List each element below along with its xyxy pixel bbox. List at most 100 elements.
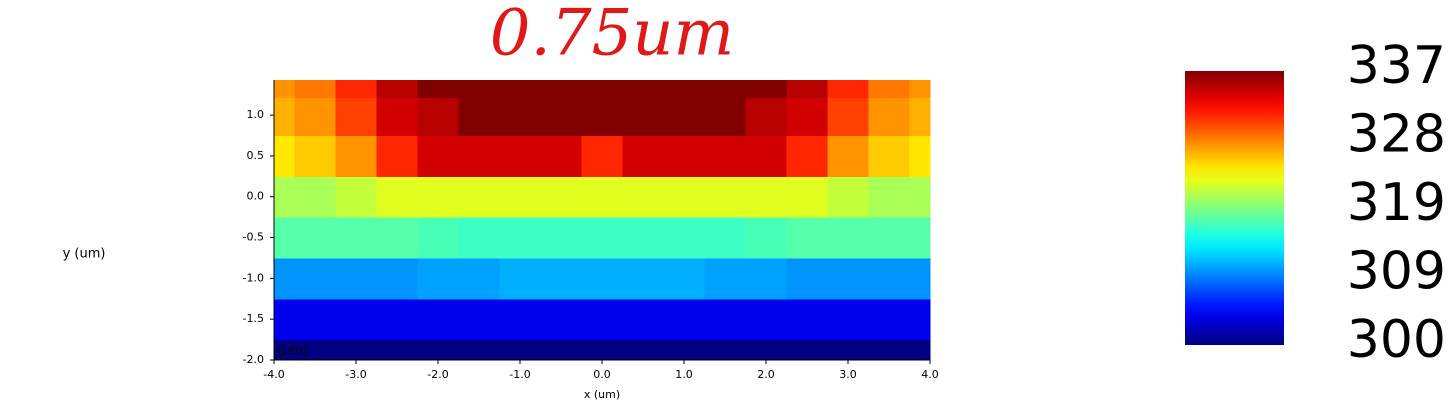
heat-cell: [335, 97, 377, 137]
heat-cell: [274, 97, 295, 137]
heat-cell: [335, 135, 377, 177]
heat-cell: [745, 97, 787, 137]
heat-cell: [827, 257, 869, 300]
heat-cell: [663, 217, 705, 259]
heat-cell: [540, 217, 582, 259]
heat-cell: [335, 257, 377, 300]
heat-cell: [499, 339, 541, 361]
heat-cell: [622, 135, 664, 177]
heat-cell: [499, 217, 541, 259]
heat-cell: [417, 339, 459, 361]
heat-cell: [704, 339, 746, 361]
y-tick-label: -1.0: [243, 271, 264, 284]
heat-cell: [909, 176, 931, 218]
heat-cell: [868, 339, 910, 361]
heat-cell: [540, 97, 582, 137]
heat-cell: [376, 339, 418, 361]
heat-cell: [417, 135, 459, 177]
heat-cell: [274, 80, 295, 99]
heat-cell: [458, 339, 500, 361]
heat-cell: [786, 257, 828, 300]
heat-cell: [294, 97, 336, 137]
y-tick-label: 0.5: [247, 149, 265, 162]
heat-cell: [274, 298, 295, 341]
y-tick-label: -0.5: [243, 231, 264, 244]
heat-cell: [417, 298, 459, 341]
heat-cell: [663, 97, 705, 137]
heat-cell: [294, 176, 336, 218]
heat-cell: [540, 298, 582, 341]
y-tick-label: -1.5: [243, 312, 264, 325]
heat-cell: [704, 257, 746, 300]
heat-cell: [540, 339, 582, 361]
heat-cell: [704, 135, 746, 177]
heat-cell: [499, 135, 541, 177]
heat-cell: [909, 97, 931, 137]
heat-cell: [868, 80, 910, 99]
x-tick-label: -1.0: [509, 368, 530, 381]
heat-cell: [417, 217, 459, 259]
heat-cell: [663, 257, 705, 300]
heat-cell: [335, 339, 377, 361]
chart-title: 0.75um: [490, 0, 734, 71]
colorbar: [1185, 71, 1284, 345]
heat-cell: [376, 257, 418, 300]
heat-cell: [581, 97, 623, 137]
heat-cell: [581, 217, 623, 259]
heat-cell: [581, 339, 623, 361]
heat-cell: [786, 298, 828, 341]
heat-cell: [274, 257, 295, 300]
heat-cell: [540, 135, 582, 177]
colorbar-tick-label: 337: [1347, 36, 1446, 96]
heat-cell: [827, 217, 869, 259]
heat-cell: [868, 176, 910, 218]
heat-cell: [376, 135, 418, 177]
heat-cell: [868, 217, 910, 259]
heat-cell: [663, 176, 705, 218]
heat-cell: [704, 176, 746, 218]
heat-cell: [663, 298, 705, 341]
heat-cell: [540, 176, 582, 218]
heat-cell: [376, 176, 418, 218]
heat-cell: [499, 176, 541, 218]
heat-cell: [745, 298, 787, 341]
heat-cell: [274, 176, 295, 218]
heat-cell: [786, 339, 828, 361]
heat-cell: [274, 135, 295, 177]
heat-cell: [745, 339, 787, 361]
heat-cell: [704, 97, 746, 137]
heat-cell: [376, 97, 418, 137]
heat-cell: [376, 80, 418, 99]
x-tick-label: 3.0: [839, 368, 857, 381]
y-tick-label: -2.0: [243, 353, 264, 366]
heat-cell: [581, 257, 623, 300]
heat-cell: [294, 217, 336, 259]
heat-cell: [274, 217, 295, 259]
heat-cell: [294, 135, 336, 177]
heat-cell: [540, 257, 582, 300]
heat-cell: [622, 217, 664, 259]
heat-cell: [745, 176, 787, 218]
x-axis-label: x (um): [584, 388, 620, 401]
x-tick-label: 1.0: [675, 368, 693, 381]
heat-cell: [622, 339, 664, 361]
heat-cell: [335, 298, 377, 341]
heat-cell: [458, 135, 500, 177]
heat-cell: [663, 339, 705, 361]
heat-cell: [868, 135, 910, 177]
heat-cell: [827, 176, 869, 218]
heat-cell: [868, 257, 910, 300]
heat-cell: [417, 80, 459, 99]
heat-cell: [827, 339, 869, 361]
heat-cell: [704, 80, 746, 99]
heat-cell: [622, 80, 664, 99]
heat-cell: [335, 176, 377, 218]
heat-cell: [786, 217, 828, 259]
heat-cell: [458, 97, 500, 137]
heat-cell: [294, 339, 336, 361]
heat-cell: [581, 135, 623, 177]
heat-cell: [458, 80, 500, 99]
heat-cell: [909, 80, 931, 99]
x-tick-label: -3.0: [345, 368, 366, 381]
x-tick-label: -4.0: [263, 368, 284, 381]
